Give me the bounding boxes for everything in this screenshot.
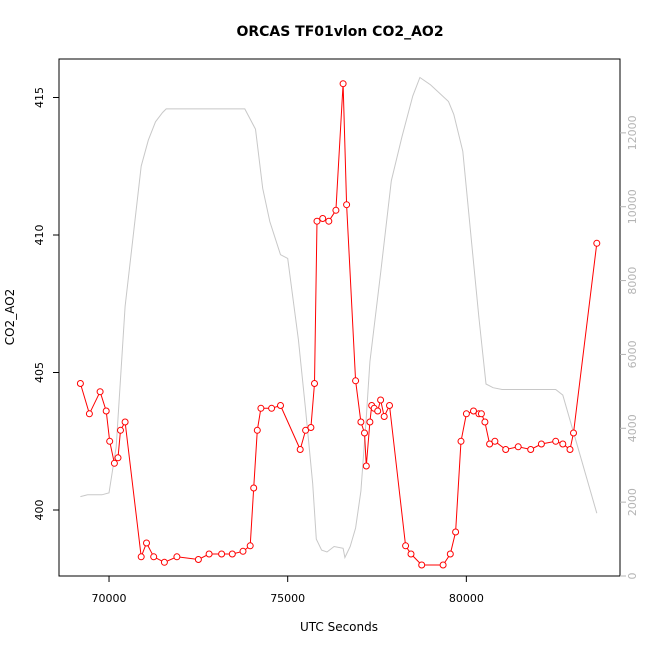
co2-data-point bbox=[137, 553, 145, 561]
altitude-series-line bbox=[80, 76, 598, 560]
co2-data-point bbox=[114, 454, 122, 462]
co2-data-point bbox=[76, 380, 84, 387]
co2-data-point bbox=[106, 437, 114, 445]
y2-tick-label: 4000 bbox=[626, 414, 639, 442]
co2-data-point bbox=[457, 437, 465, 445]
x-tick-label: 70000 bbox=[92, 592, 127, 605]
co2-data-point bbox=[343, 201, 351, 209]
co2-data-point bbox=[150, 553, 158, 561]
co2-data-point bbox=[253, 426, 261, 434]
co2-data-point bbox=[205, 550, 213, 558]
y2-tick-label: 0 bbox=[626, 573, 639, 580]
co2-data-point bbox=[462, 410, 470, 418]
y-axis-label: CO2_AO2 bbox=[3, 289, 17, 346]
co2-data-point bbox=[386, 402, 393, 409]
co2-data-point bbox=[481, 418, 489, 426]
co2-data-point bbox=[439, 561, 447, 569]
co2-data-point bbox=[418, 561, 426, 569]
co2-data-point bbox=[559, 440, 567, 448]
co2-data-point bbox=[486, 440, 494, 448]
x-tick-label: 80000 bbox=[449, 592, 484, 605]
co2-data-point bbox=[194, 556, 202, 563]
co2-data-point bbox=[362, 462, 370, 470]
co2-data-point bbox=[319, 215, 327, 222]
co2-data-point bbox=[228, 550, 236, 558]
co2-data-point bbox=[102, 407, 110, 415]
co2-data-point bbox=[446, 550, 454, 558]
co2-data-point bbox=[239, 547, 247, 555]
co2-data-point bbox=[332, 206, 340, 214]
co2-series-line bbox=[79, 83, 598, 566]
x-tick-label: 75000 bbox=[270, 592, 305, 605]
y-tick-label: 400 bbox=[33, 500, 46, 521]
co2-data-point bbox=[296, 446, 304, 453]
co2-data-point bbox=[85, 410, 93, 418]
co2-data-point bbox=[514, 443, 522, 451]
y-tick-label: 410 bbox=[33, 225, 46, 246]
co2-data-point bbox=[110, 459, 118, 467]
co2-data-point bbox=[452, 528, 460, 536]
co2-data-point bbox=[96, 388, 104, 396]
co2-data-point bbox=[311, 380, 318, 387]
co2-data-point bbox=[143, 539, 150, 547]
co2-data-point bbox=[470, 407, 477, 415]
co2-data-point bbox=[325, 217, 333, 225]
co2-data-point bbox=[352, 377, 360, 385]
y-tick-label: 415 bbox=[33, 87, 46, 108]
co2-data-point bbox=[593, 239, 601, 247]
co2-data-point bbox=[491, 437, 499, 445]
co2-data-point bbox=[502, 446, 510, 453]
co2-data-point bbox=[527, 446, 535, 453]
co2-data-point bbox=[160, 558, 168, 566]
co2-data-point bbox=[380, 413, 388, 420]
co2-data-point bbox=[374, 407, 382, 415]
y2-tick-label: 6000 bbox=[626, 340, 639, 368]
co2-data-point bbox=[339, 80, 347, 88]
co2-data-point bbox=[277, 402, 284, 409]
co2-data-point bbox=[552, 437, 560, 445]
co2-data-point bbox=[250, 484, 258, 492]
co2-data-point bbox=[257, 404, 265, 412]
co2-data-point bbox=[357, 418, 365, 426]
y-axis-left: 400 405 410 415 bbox=[33, 87, 59, 521]
x-axis-label: UTC Seconds bbox=[300, 620, 378, 634]
co2-data-point bbox=[407, 550, 415, 558]
x-axis: 70000 75000 80000 bbox=[92, 576, 484, 605]
co2-data-point bbox=[117, 426, 124, 434]
co2-data-point bbox=[268, 404, 276, 412]
y-axis-right: 0 2000 4000 6000 8000 10000 12000 bbox=[620, 115, 639, 580]
y2-tick-label: 12000 bbox=[626, 115, 639, 150]
y2-tick-label: 2000 bbox=[626, 488, 639, 516]
co2-data-point bbox=[313, 217, 321, 225]
y-tick-label: 405 bbox=[33, 362, 46, 383]
co2-data-point bbox=[218, 550, 226, 558]
co2-data-point bbox=[377, 396, 385, 404]
co2-data-point bbox=[246, 542, 254, 550]
co2-data-point bbox=[477, 410, 485, 418]
co2-data-point bbox=[570, 429, 577, 437]
chart-title: ORCAS TF01vlon CO2_AO2 bbox=[236, 24, 443, 40]
series-layer bbox=[76, 76, 601, 569]
co2-data-point bbox=[361, 429, 368, 437]
co2-data-point bbox=[366, 418, 374, 426]
co2-data-point bbox=[121, 418, 129, 426]
plot-frame bbox=[58, 58, 621, 577]
co2-data-point bbox=[537, 440, 545, 448]
y2-tick-label: 8000 bbox=[626, 267, 639, 295]
co2-data-point bbox=[566, 446, 574, 453]
co2-data-point bbox=[307, 424, 315, 431]
co2-data-point bbox=[302, 426, 310, 434]
y2-tick-label: 10000 bbox=[626, 189, 639, 224]
co2-data-point bbox=[402, 542, 410, 550]
co2-data-point bbox=[173, 553, 181, 561]
